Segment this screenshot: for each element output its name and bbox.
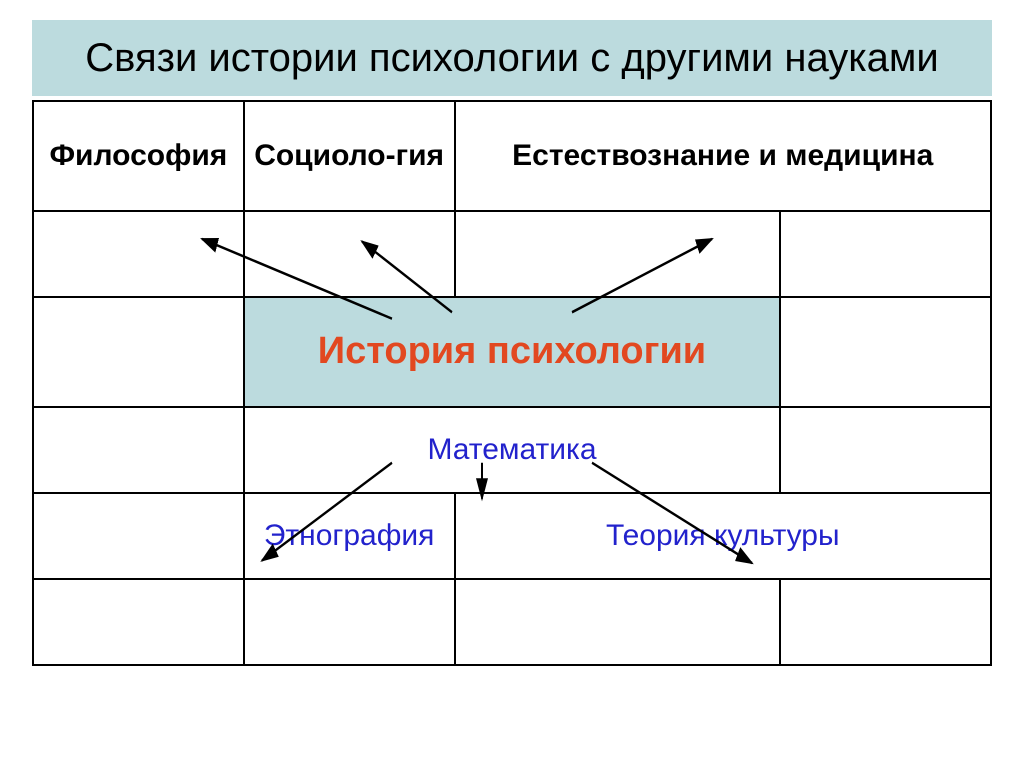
empty-cell: [33, 211, 244, 297]
slide-title: Связи истории психологии с другими наука…: [32, 20, 992, 96]
empty-cell: [33, 407, 244, 493]
subject-culture-theory: Теория культуры: [455, 493, 992, 579]
empty-cell: [455, 211, 781, 297]
empty-cell: [244, 211, 455, 297]
header-sociology: Социоло-гия: [244, 101, 455, 211]
empty-cell: [780, 407, 991, 493]
diagram-table: Философия Социоло-гия Естествознание и м…: [32, 100, 992, 666]
empty-cell: [780, 579, 991, 665]
empty-cell: [33, 579, 244, 665]
subject-ethnography: Этнография: [244, 493, 455, 579]
empty-cell: [455, 579, 781, 665]
header-natural-science: Естествознание и медицина: [455, 101, 992, 211]
center-history-psychology: История психологии: [244, 297, 780, 407]
empty-cell: [780, 297, 991, 407]
empty-cell: [780, 211, 991, 297]
empty-cell: [33, 493, 244, 579]
header-philosophy: Философия: [33, 101, 244, 211]
subject-math: Математика: [244, 407, 780, 493]
empty-cell: [244, 579, 455, 665]
diagram-table-wrap: Философия Социоло-гия Естествознание и м…: [32, 100, 992, 666]
empty-cell: [33, 297, 244, 407]
